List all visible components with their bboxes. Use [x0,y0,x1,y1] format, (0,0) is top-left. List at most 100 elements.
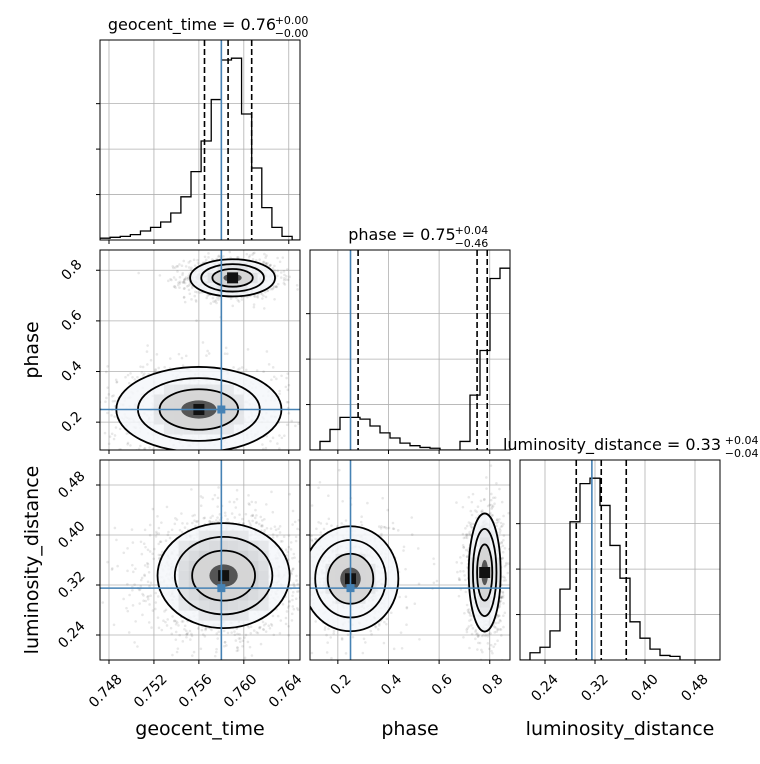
sample-point [128,594,131,597]
sample-point [163,366,166,369]
sample-point [281,540,284,543]
sample-point [258,523,261,526]
sample-point [472,627,475,630]
sample-point [97,394,100,397]
sample-point [280,271,283,274]
sample-point [140,541,143,544]
sample-point [265,503,268,506]
sample-point [276,535,279,538]
sample-point [224,465,227,468]
sample-point [251,253,254,256]
sample-point [184,282,187,285]
sample-point [301,594,304,597]
sample-point [184,624,187,627]
sample-point [146,363,149,366]
sample-point [288,546,291,549]
sample-point [285,623,288,626]
sample-point [146,350,149,353]
sample-point [460,562,463,565]
sample-point [208,352,211,355]
sample-point [230,673,233,676]
sample-point [288,412,291,415]
sample-point [286,268,289,271]
sample-point [199,454,202,457]
sample-point [88,406,91,409]
sample-point [161,456,164,459]
sample-point [231,512,234,515]
sample-point [105,371,108,374]
sample-point [183,452,186,455]
sample-point [245,634,248,637]
sample-point [127,374,130,377]
sample-point [132,571,135,574]
sample-point [295,540,298,543]
sample-point [193,651,196,654]
sample-point [207,256,210,259]
sample-point [143,542,146,545]
sample-point [272,437,275,440]
sample-point [205,297,208,300]
sample-point [250,501,253,504]
sample-point [156,515,159,518]
sample-point [186,285,189,288]
sample-point [327,381,330,384]
sample-point [189,292,192,295]
sample-point [216,505,219,508]
sample-point [181,522,184,525]
sample-point [137,272,140,275]
sample-point [228,453,231,456]
sample-point [234,634,237,637]
sample-point [131,528,134,531]
sample-point [253,306,256,309]
sample-point [182,260,185,263]
sample-point [302,400,305,403]
hist-panel-phase: phase = 0.75+0.04−0.46 [306,224,520,454]
sample-point [242,639,245,642]
sample-point [106,561,109,564]
sample-point [458,595,461,598]
sample-point [183,296,186,299]
sample-point [263,307,266,310]
sample-point [160,629,163,632]
sample-point [254,664,257,667]
sample-point [261,293,264,296]
sample-point [149,534,152,537]
axes-frame [100,40,300,240]
sample-point [495,482,498,485]
sample-point [272,536,275,539]
sample-point [280,375,283,378]
sample-point [185,636,188,639]
sample-point [328,410,331,413]
sample-point [112,394,115,397]
sample-point [264,622,267,625]
sample-point [270,242,273,245]
sample-point [147,549,150,552]
sample-point [278,447,281,450]
sample-point [303,553,306,556]
sample-point [143,575,146,578]
sample-point [273,375,276,378]
sample-point [466,631,469,634]
sample-point [323,395,326,398]
sample-point [122,598,125,601]
sample-point [279,632,282,635]
sample-point [185,456,188,459]
sample-point [249,522,252,525]
sample-point [167,280,170,283]
sample-point [288,276,291,279]
sample-point [157,616,160,619]
hist-clip-group [520,460,720,660]
sample-point [259,516,262,519]
sample-point [263,253,266,256]
sample-point [106,365,109,368]
sample-point [154,369,157,372]
sample-point [161,462,164,465]
sample-point [189,630,192,633]
sample-point [205,258,208,261]
sample-point [474,638,477,641]
sample-point [247,667,250,670]
sample-point [197,627,200,630]
sample-point [316,401,319,404]
sample-point [190,488,193,491]
sample-point [224,352,227,355]
